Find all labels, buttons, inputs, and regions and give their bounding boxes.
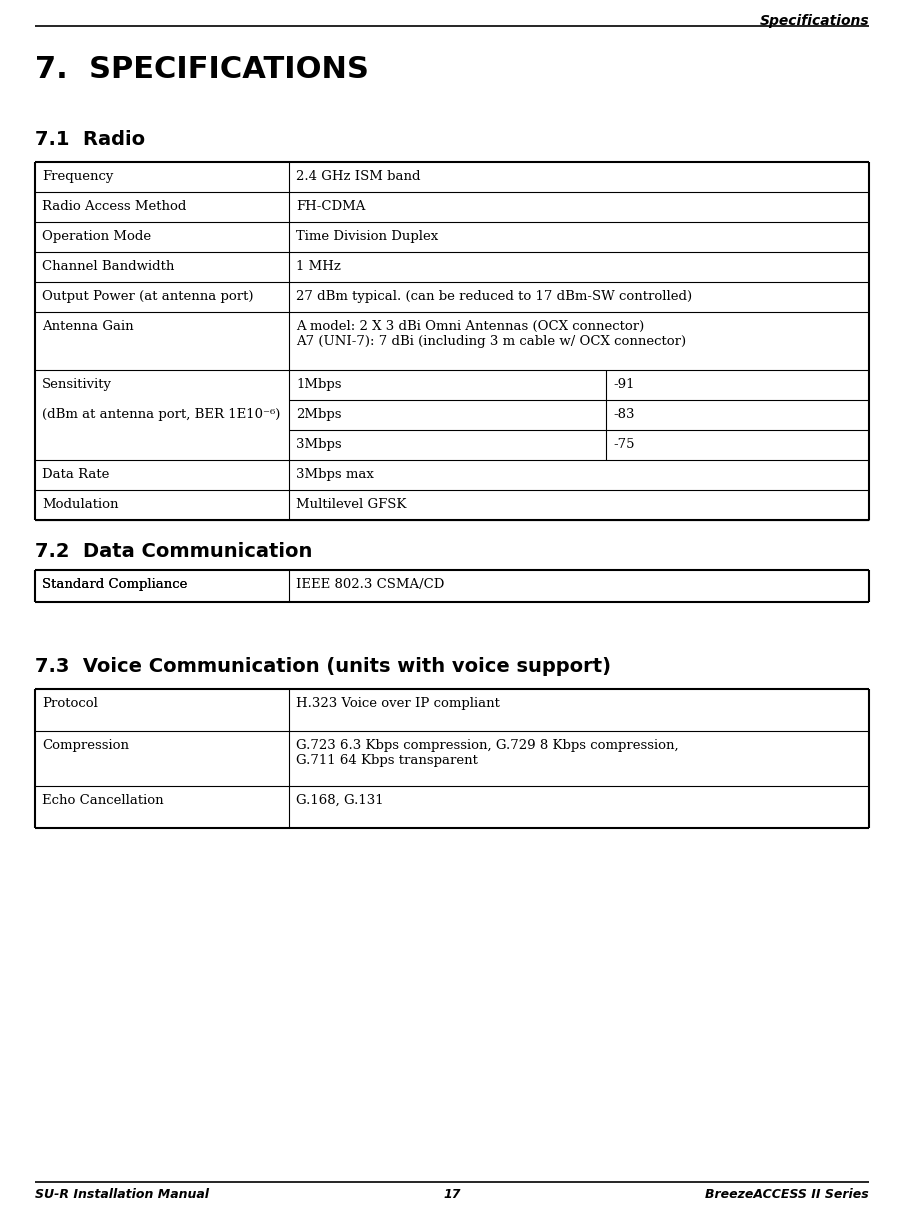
Text: 1 MHz: 1 MHz	[296, 260, 340, 274]
Text: -83: -83	[612, 409, 634, 421]
Text: H.323 Voice over IP compliant: H.323 Voice over IP compliant	[296, 697, 499, 710]
Text: Output Power (at antenna port): Output Power (at antenna port)	[42, 289, 253, 303]
Text: 3Mbps: 3Mbps	[296, 438, 341, 451]
Text: -91: -91	[612, 378, 634, 392]
Text: SU-R Installation Manual: SU-R Installation Manual	[35, 1188, 209, 1201]
Text: 2.4 GHz ISM band: 2.4 GHz ISM band	[296, 170, 421, 182]
Text: 17: 17	[442, 1188, 461, 1201]
Text: Sensitivity

(dBm at antenna port, BER 1E10⁻⁶): Sensitivity (dBm at antenna port, BER 1E…	[42, 378, 280, 421]
Text: 7.1  Radio: 7.1 Radio	[35, 130, 145, 150]
Text: Channel Bandwidth: Channel Bandwidth	[42, 260, 174, 274]
Text: Multilevel GFSK: Multilevel GFSK	[296, 499, 406, 511]
Text: 27 dBm typical. (can be reduced to 17 dBm-SW controlled): 27 dBm typical. (can be reduced to 17 dB…	[296, 289, 692, 303]
Text: G.168, G.131: G.168, G.131	[296, 794, 384, 807]
Text: G.723 6.3 Kbps compression, G.729 8 Kbps compression,
G.711 64 Kbps transparent: G.723 6.3 Kbps compression, G.729 8 Kbps…	[296, 739, 678, 767]
Text: Standard Compliance: Standard Compliance	[42, 578, 187, 591]
Text: BreezeACCESS II Series: BreezeACCESS II Series	[704, 1188, 868, 1201]
Text: Echo Cancellation: Echo Cancellation	[42, 794, 163, 807]
Text: 1Mbps: 1Mbps	[296, 378, 341, 392]
Text: 7.  SPECIFICATIONS: 7. SPECIFICATIONS	[35, 55, 368, 84]
Text: FH-CDMA: FH-CDMA	[296, 199, 366, 213]
Text: Frequency: Frequency	[42, 170, 113, 182]
Text: Time Division Duplex: Time Division Duplex	[296, 230, 438, 243]
Text: 2Mbps: 2Mbps	[296, 409, 341, 421]
Text: Operation Mode: Operation Mode	[42, 230, 151, 243]
Text: Specifications: Specifications	[759, 15, 868, 28]
Text: Modulation: Modulation	[42, 499, 118, 511]
Text: Protocol: Protocol	[42, 697, 98, 710]
Text: A model: 2 X 3 dBi Omni Antennas (OCX connector)
A7 (UNI-7): 7 dBi (including 3 : A model: 2 X 3 dBi Omni Antennas (OCX co…	[296, 320, 685, 348]
Text: -75: -75	[612, 438, 634, 451]
Text: Data Rate: Data Rate	[42, 468, 109, 482]
Text: Radio Access Method: Radio Access Method	[42, 199, 186, 213]
Text: Antenna Gain: Antenna Gain	[42, 320, 134, 333]
Text: 3Mbps max: 3Mbps max	[296, 468, 374, 482]
Text: IEEE 802.3 CSMA/CD: IEEE 802.3 CSMA/CD	[296, 578, 444, 591]
Text: 7.2  Data Communication: 7.2 Data Communication	[35, 542, 312, 561]
Text: 7.3  Voice Communication (units with voice support): 7.3 Voice Communication (units with voic…	[35, 657, 610, 676]
Text: Compression: Compression	[42, 739, 129, 751]
Text: Standard Compliance: Standard Compliance	[42, 578, 187, 591]
